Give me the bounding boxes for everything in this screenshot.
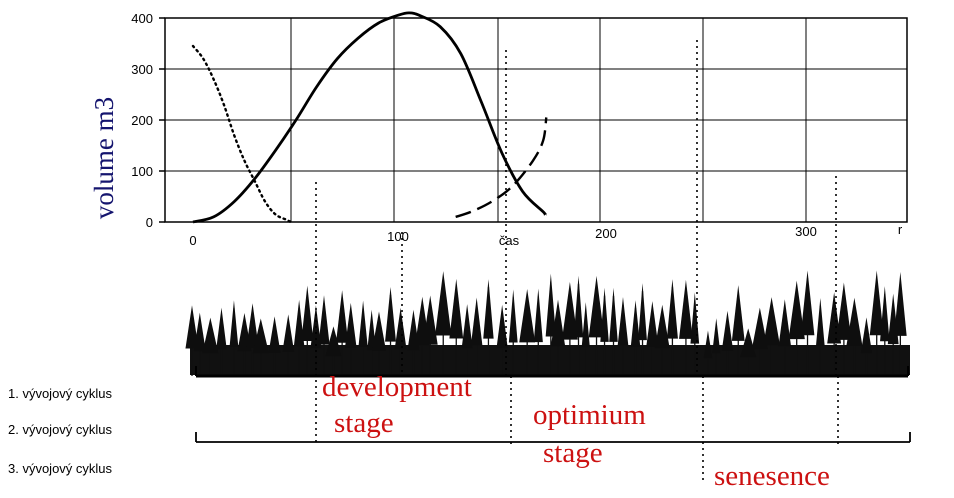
tree-crown	[246, 303, 259, 348]
tree-crown	[860, 317, 873, 354]
series-dashed-line	[455, 117, 548, 219]
y-axis-label: volume m3	[89, 97, 119, 219]
tree-crown	[763, 297, 780, 346]
tree-crown	[778, 299, 792, 347]
series-solid-line	[192, 11, 547, 224]
tree-crown	[358, 300, 368, 347]
tree-crown	[435, 271, 452, 336]
tree-crown	[461, 304, 473, 349]
cycle-label-2: 2. vývojový cyklus	[8, 422, 113, 437]
x-tick-200: 200	[595, 226, 617, 241]
tree-crown	[880, 286, 890, 342]
series-lines	[191, 11, 548, 224]
tree-crown	[344, 302, 357, 348]
tree-crown	[293, 299, 305, 347]
tree-crown	[449, 278, 464, 339]
tree-crown	[385, 287, 396, 342]
tree-crown	[703, 330, 713, 359]
senesence-stage-label: senesence	[714, 460, 830, 492]
cycle-label-3: 3. vývojový cyklus	[8, 461, 113, 476]
tree-crown	[609, 287, 618, 342]
tree-crown	[894, 272, 907, 336]
tree-crown	[800, 270, 815, 336]
tree-crown	[712, 318, 721, 354]
tree-crown	[581, 302, 590, 348]
tree-crown	[545, 273, 557, 337]
tree-crown	[690, 292, 700, 344]
tree-crown	[679, 279, 693, 339]
tree-crown	[470, 297, 483, 346]
tree-crown	[318, 295, 330, 345]
tree-crown	[193, 312, 206, 352]
tree-crown	[508, 289, 518, 343]
tree-crown	[638, 283, 647, 341]
tree-crown	[496, 304, 508, 349]
tree-crown	[394, 307, 407, 350]
tree-crown	[282, 314, 295, 352]
tree-crown	[336, 290, 349, 343]
tree-crown	[483, 279, 494, 339]
forest-silhouette	[185, 270, 910, 376]
tree-crown	[268, 316, 281, 353]
stage-boundary-lines	[315, 40, 839, 484]
y-tick-0: 0	[146, 215, 153, 230]
tree-crown	[229, 300, 239, 347]
y-tick-300: 300	[131, 62, 153, 77]
tree-crown	[666, 279, 678, 339]
x-tick-300: 300	[795, 224, 817, 239]
tree-crown	[216, 307, 227, 350]
tree-crown	[561, 281, 578, 340]
development-stage-label-line2: stage	[334, 407, 394, 439]
x-tick-labels: 0 100 200 300 r	[189, 222, 902, 248]
tree-crown	[721, 310, 734, 351]
tree-crown	[846, 297, 863, 346]
tree-crown	[422, 295, 438, 345]
tree-crown	[869, 270, 884, 336]
tree-crown	[630, 300, 641, 347]
tree-crown	[751, 307, 768, 350]
tree-crown	[519, 289, 536, 343]
tree-crown	[740, 328, 757, 358]
series-dotted-line	[191, 44, 293, 224]
tree-crown	[533, 288, 543, 343]
development-stage-label-line1: development	[322, 371, 472, 403]
x-axis-label: čas	[499, 233, 520, 248]
tree-crown	[600, 287, 609, 342]
tree-crown	[573, 275, 584, 338]
tree-crown	[588, 275, 605, 338]
x-tick-100: 100	[387, 229, 409, 244]
x-tick-0: 0	[189, 233, 196, 248]
tree-crown	[788, 280, 805, 340]
grid-lines	[165, 18, 907, 222]
y-tick-100: 100	[131, 164, 153, 179]
tree-crown	[617, 296, 629, 346]
tree-crown	[550, 299, 566, 347]
tree-crown	[654, 304, 670, 349]
plot-area: 0 100 200 300 400 0 100 200 300 r	[131, 11, 908, 248]
y-tick-labels: 0 100 200 300 400	[131, 11, 165, 230]
tree-crown	[731, 285, 745, 341]
cycle-label-1: 1. vývojový cyklus	[8, 386, 113, 401]
optimium-stage-label-line1: optimium	[533, 399, 646, 431]
tree-crown	[301, 285, 314, 342]
tree-crown	[646, 301, 659, 347]
y-tick-400: 400	[131, 11, 153, 26]
tree-crown	[252, 318, 270, 354]
optimium-stage-label-line2: stage	[543, 437, 603, 469]
y-tick-200: 200	[131, 113, 153, 128]
undergrowth	[190, 345, 910, 375]
x-tick-r: r	[898, 222, 903, 237]
tree-crown	[836, 282, 852, 340]
tree-crown	[325, 326, 342, 357]
tree-crown	[815, 297, 825, 346]
tree-crown	[185, 305, 199, 349]
tree-crown	[371, 311, 387, 351]
tree-crown	[202, 317, 219, 354]
